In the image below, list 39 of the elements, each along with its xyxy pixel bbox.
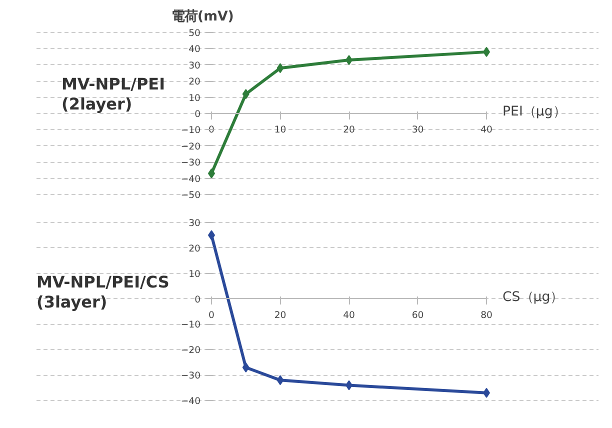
point bbox=[276, 375, 284, 386]
x-axis-title: CS（μg） bbox=[502, 290, 564, 305]
y-tick-label: −20 bbox=[180, 345, 201, 356]
x-tick-label: 20 bbox=[343, 124, 355, 136]
y-tick-label: 30 bbox=[188, 218, 201, 229]
text: MV-NPL/PEI bbox=[62, 74, 166, 94]
y-tick-label: 20 bbox=[188, 76, 201, 88]
y-axis-title: 電荷(mV) bbox=[172, 8, 234, 24]
y-tick-label: −10 bbox=[180, 125, 201, 136]
y-tick-label: 20 bbox=[188, 243, 201, 254]
y-tick-label: −50 bbox=[180, 190, 201, 201]
x-tick-label: 10 bbox=[274, 124, 286, 136]
y-tick-label: 30 bbox=[188, 60, 201, 72]
point bbox=[242, 89, 250, 100]
x-tick-label: 40 bbox=[480, 124, 492, 136]
x-tick-label: 80 bbox=[480, 310, 492, 321]
y-tick-label: −10 bbox=[180, 320, 201, 331]
y-tick-label: 10 bbox=[188, 92, 201, 104]
x-tick-label: 60 bbox=[412, 310, 424, 321]
x-tick-label: 20 bbox=[274, 310, 286, 321]
text: MV-NPL/PEI/CS bbox=[36, 272, 170, 292]
text: (3layer) bbox=[36, 292, 108, 312]
y-tick-label: 40 bbox=[188, 44, 201, 56]
text: (2layer) bbox=[62, 94, 132, 114]
y-tick-label: 10 bbox=[188, 268, 201, 280]
y-tick-label: 0 bbox=[194, 109, 201, 120]
point bbox=[276, 63, 284, 74]
point bbox=[242, 362, 250, 372]
y-tick-label: −30 bbox=[180, 158, 201, 169]
y-tick-label: 50 bbox=[188, 28, 201, 39]
y-tick-label: −30 bbox=[180, 370, 201, 382]
x-tick-label: 0 bbox=[208, 310, 215, 321]
y-tick-label: −40 bbox=[180, 396, 201, 407]
y-tick-label: −40 bbox=[180, 174, 201, 185]
y-tick-label: 0 bbox=[194, 294, 201, 306]
x-axis-title: PEI（μg） bbox=[502, 104, 566, 120]
x-tick-label: 40 bbox=[343, 310, 355, 321]
x-tick-label: 30 bbox=[412, 124, 424, 136]
y-tick-label: −20 bbox=[180, 141, 201, 152]
